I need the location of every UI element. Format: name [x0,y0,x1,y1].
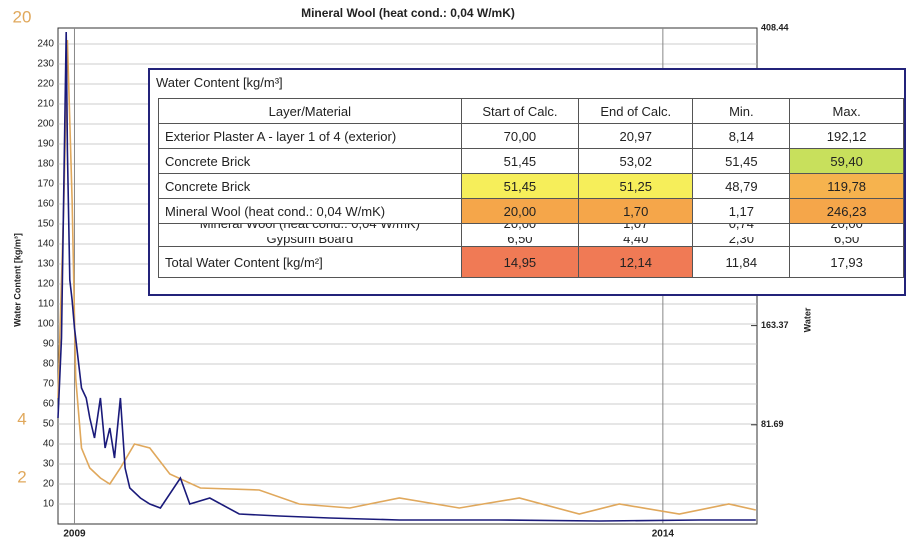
y-tick-label: 10 [43,499,55,510]
y-tick-label: 110 [38,299,54,310]
y-tick-label: 100 [37,319,54,330]
y-tick-label: 180 [37,159,54,170]
table-cell-text: 4,40 [623,231,649,246]
water-content-table: Layer/Material Start of Calc. End of Calc.… [158,98,904,278]
table-cell: 59,40 [789,148,904,174]
table-cell: 53,02 [578,148,694,174]
table-cell-text: Gypsum Board [266,231,354,246]
total-cell: 12,14 [578,246,694,278]
table-cell: 48,79 [692,173,791,199]
y-tick-label: 120 [37,279,54,290]
table-cell: Mineral Wool (heat cond.: 0,04 W/mK) [158,198,462,224]
overlapped-cell: Mineral Wool (heat cond.: 0,04 W/mK) Gyps… [158,223,462,247]
x-tick-label: 2014 [652,529,675,540]
table-cell-text: 1,07 [623,223,649,232]
table-cell-text: 20,00 [830,223,863,232]
y-tick-label: 160 [37,199,54,210]
y-tick-label: 230 [37,59,54,70]
table-cell: Exterior Plaster A - layer 1 of 4 (exter… [158,123,462,149]
table-cell: 119,78 [789,173,904,199]
table-cell: 51,45 [460,148,580,174]
y-tick-label: 210 [37,99,54,110]
y-tick-label: 50 [43,419,55,430]
y-tick-label: 220 [37,79,54,90]
total-row: Total Water Content [kg/m²] 14,95 12,14 11,… [158,246,904,278]
overlapped-row: Mineral Wool (heat cond.: 0,04 W/mK) Gyps… [158,223,904,247]
table-cell: 51,45 [460,173,580,199]
overlapped-cell: 20,00 6,50 [460,223,580,247]
y2-axis-label: Water [802,307,812,332]
table-cell: 70,00 [460,123,580,149]
overlapped-cell: 20,00 6,50 [789,223,904,247]
y-tick-label: 20 [43,479,55,490]
header-row: Layer/Material Start of Calc. End of Calc.… [158,98,904,124]
table-cell: 20,97 [578,123,694,149]
table-cell: 20,00 [460,198,580,224]
table-cell: 1,70 [578,198,694,224]
y2-tick-label: 163.37 [761,320,789,330]
overlapped-cell: 0,74 2,30 [692,223,791,247]
y2-tick-label: 81.69 [761,419,784,429]
table-cell: 246,23 [789,198,904,224]
table-cell: 51,45 [692,148,791,174]
series-line [57,31,756,522]
table-cell-text: 2,30 [728,231,754,246]
header-cell: Start of Calc. [460,98,580,124]
orange-scale-label: 2 [17,467,26,486]
chart-title: Mineral Wool (heat cond.: 0,04 W/mK) [301,6,515,20]
table-cell: 8,14 [692,123,791,149]
orange-scale-label: 20 [13,7,32,26]
panel-title: Water Content [kg/m³] [156,75,283,90]
table-row: Concrete Brick 51,45 51,25 48,79 119,78 [158,173,904,199]
table-cell-text: Mineral Wool (heat cond.: 0,04 W/mK) [199,223,420,232]
y-tick-label: 60 [43,399,55,410]
y-tick-label: 80 [43,359,55,370]
table-cell: 192,12 [789,123,904,149]
y-tick-label: 140 [37,239,54,250]
y-tick-label: 240 [37,39,54,50]
header-cell: Layer/Material [158,98,462,124]
x-tick-label: 2009 [63,529,86,540]
water-content-panel: Water Content [kg/m³] Layer/Material Star… [148,68,906,296]
table-cell-text: 6,50 [833,231,860,246]
total-cell: 14,95 [460,246,580,278]
total-cell: Total Water Content [kg/m²] [158,246,462,278]
y-tick-label: 200 [37,119,54,130]
y2-tick-label: 408.44 [761,22,789,32]
y-tick-label: 90 [43,339,55,350]
table-row: Mineral Wool (heat cond.: 0,04 W/mK) 20,0… [158,198,904,224]
table-cell-text: 6,50 [507,231,533,246]
overlapped-cell: 1,07 4,40 [578,223,694,247]
y-tick-label: 130 [37,259,54,270]
table-cell: 51,25 [578,173,694,199]
y-tick-label: 150 [37,219,54,230]
series-line [57,39,756,515]
table-row: Exterior Plaster A - layer 1 of 4 (exter… [158,123,904,149]
table-cell-text: 20,00 [503,223,537,232]
total-cell: 11,84 [692,246,791,278]
y-tick-label: 190 [37,139,54,150]
header-cell: Min. [692,98,791,124]
orange-scale-label: 4 [17,409,26,428]
y-tick-label: 170 [37,179,54,190]
table-cell: 1,17 [692,198,791,224]
header-cell: End of Calc. [578,98,694,124]
table-row: Concrete Brick 51,45 53,02 51,45 59,40 [158,148,904,174]
header-cell: Max. [789,98,904,124]
table-cell: Concrete Brick [158,173,462,199]
y-axis-label: Water Content [kg/m³] [12,233,22,327]
y-tick-label: 70 [43,379,55,390]
y-tick-label: 40 [43,439,55,450]
y-tick-label: 30 [43,459,55,470]
table-cell: Concrete Brick [158,148,462,174]
total-cell: 17,93 [789,246,904,278]
table-cell-text: 0,74 [728,223,754,232]
